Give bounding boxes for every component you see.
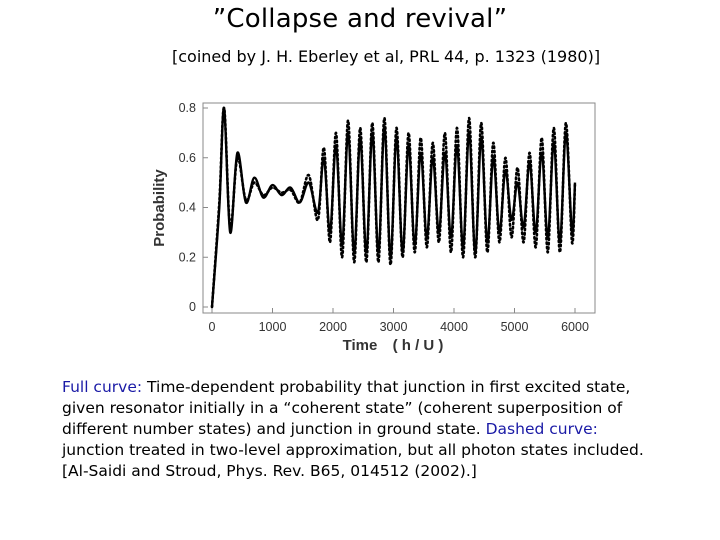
slide-title: ”Collapse and revival” — [212, 4, 508, 34]
full-curve-label: Full curve: — [62, 378, 143, 396]
dashed-curve-label: Dashed curve: — [485, 420, 598, 438]
x-tick-label: 1000 — [259, 320, 287, 334]
y-tick-label: 0.8 — [179, 101, 196, 115]
x-axis-label: Time — [343, 337, 378, 354]
x-tick-label: 2000 — [319, 320, 347, 334]
caption-line-1: Full curve: Time-dependent probability t… — [62, 377, 682, 398]
x-axis-unit: ( h / U ) — [393, 337, 444, 354]
x-tick-label: 5000 — [501, 320, 529, 334]
x-tick-label: 4000 — [440, 320, 468, 334]
x-tick-label: 3000 — [380, 320, 408, 334]
dashed-curve-line — [210, 106, 577, 309]
caption-line-5: [Al-Saidi and Stroud, Phys. Rev. B65, 01… — [62, 462, 477, 480]
caption-text-1: Time-dependent probability that junction… — [142, 378, 631, 396]
x-tick-label: 0 — [209, 320, 216, 334]
caption-line-2: given resonator initially in a “coherent… — [62, 399, 623, 417]
x-tick-label: 6000 — [561, 320, 589, 334]
figure-caption: Full curve: Time-dependent probability t… — [62, 377, 682, 482]
y-tick-label: 0.6 — [179, 151, 196, 165]
caption-line-3: different number states) and junction in… — [62, 419, 682, 440]
caption-line-4: junction treated in two-level approximat… — [62, 441, 644, 459]
y-tick-label: 0 — [189, 300, 196, 314]
y-tick-label: 0.4 — [179, 201, 196, 215]
caption-text-3: different number states) and junction in… — [62, 420, 486, 438]
y-axis-label: Probability — [151, 169, 168, 247]
y-tick-label: 0.2 — [179, 250, 196, 264]
probability-chart: 00.20.40.60.8 0 1000 2000 3000 4000 5000 6000 … — [151, 101, 596, 354]
slide-subtitle: [coined by J. H. Eberley et al, PRL 44, … — [172, 47, 601, 66]
